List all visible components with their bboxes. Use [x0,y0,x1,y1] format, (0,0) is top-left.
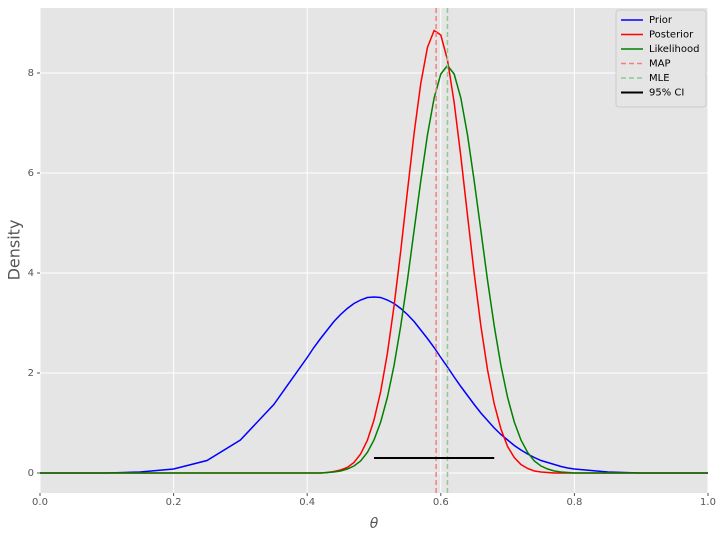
series-line [40,64,708,474]
x-tick-label: 0.6 [433,497,449,508]
plot-area [40,8,708,493]
legend-label: 95% CI [649,88,684,99]
legend: Prior Posterior Likelihood MAP MLE 95% CI [615,9,707,108]
legend-label: Posterior [649,30,694,41]
y-tick-label: 4 [28,268,34,279]
y-axis-label: Density [5,220,24,281]
grid: 0.0 0.2 0.4 0.6 0.8 1.0 0 2 4 6 8 [28,8,716,508]
y-tick-label: 0 [28,468,34,479]
x-tick-label: 0.0 [32,497,48,508]
legend-label: MLE [649,73,670,84]
legend-label: Prior [649,15,673,26]
y-tick-label: 8 [28,68,34,79]
x-tick-label: 0.4 [299,497,315,508]
x-tick-label: 0.2 [166,497,182,508]
legend-label: MAP [649,59,671,70]
x-axis-label: θ [370,516,379,532]
y-tick-label: 6 [28,168,34,179]
legend-label: Likelihood [649,44,699,55]
marks [40,8,708,493]
x-tick-label: 1.0 [700,497,716,508]
x-tick-label: 0.8 [566,497,582,508]
y-tick-label: 2 [28,368,34,379]
series-line [40,296,708,474]
